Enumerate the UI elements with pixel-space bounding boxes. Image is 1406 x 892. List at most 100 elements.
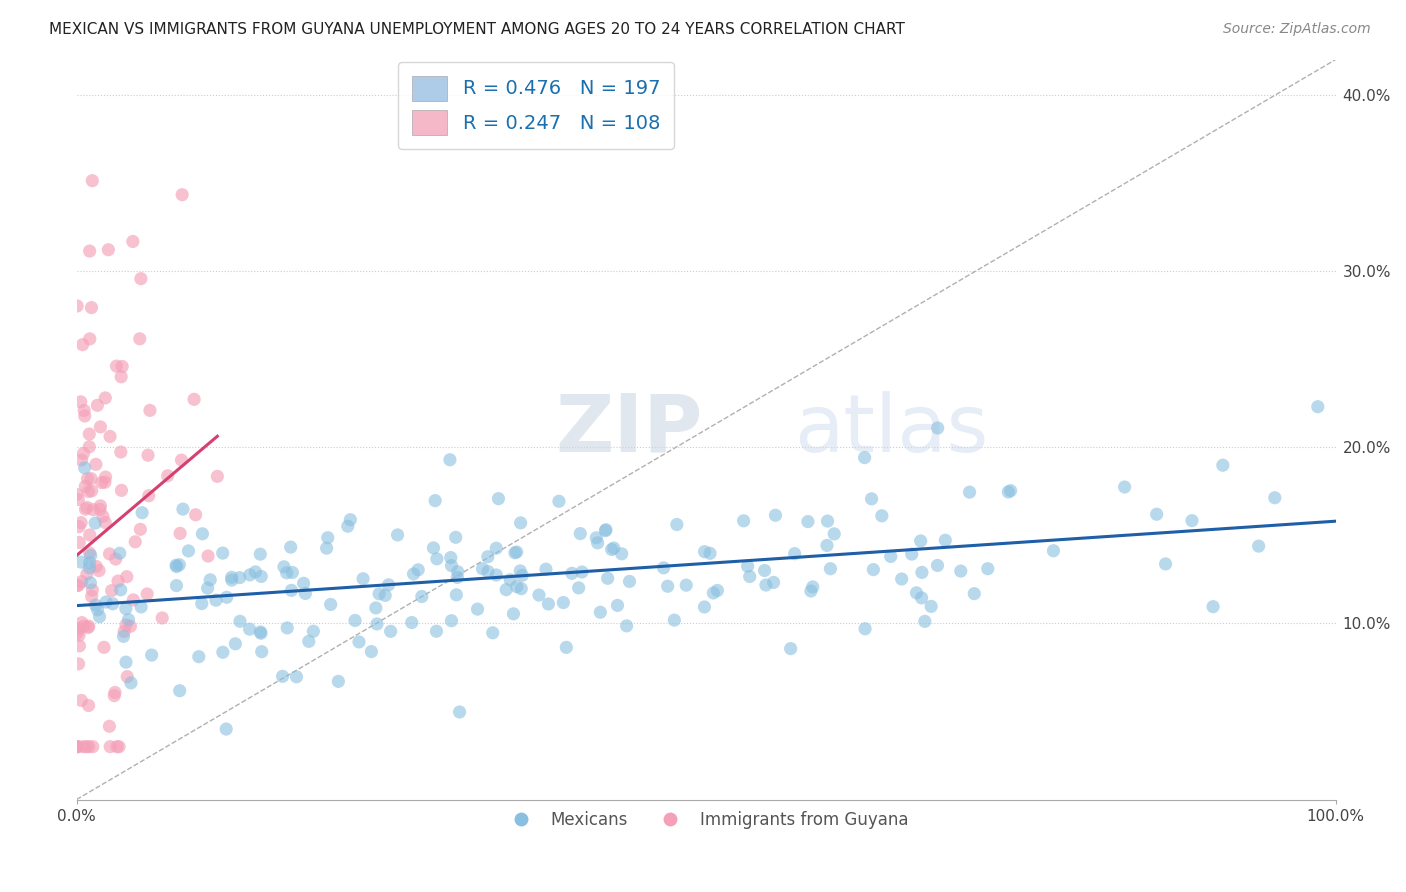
Point [66,299,89,313]
Point [84,516,107,530]
Point [1000,483,1022,498]
Point [136,587,159,601]
Point [72,446,94,460]
Point [411,590,433,604]
Point [70,615,93,630]
Point [67,519,90,533]
Point [1154,557,1177,571]
Point [75,502,97,516]
Point [77,427,100,442]
Point [169,526,191,541]
Point [191,597,214,611]
Point [271,669,294,683]
Point [586,536,609,550]
Point [485,568,508,582]
Point [477,549,499,564]
Point [815,538,838,552]
Point [488,491,510,506]
Point [117,613,139,627]
Point [103,689,125,703]
Point [423,493,446,508]
Point [94,516,117,530]
Point [115,570,138,584]
Point [505,545,527,559]
Point [285,670,308,684]
Point [70,574,93,589]
Point [120,619,142,633]
Point [115,601,138,615]
Point [250,645,273,659]
Point [228,571,250,585]
Point [949,564,972,578]
Point [589,605,612,619]
Point [101,597,124,611]
Point [693,599,716,614]
Point [905,586,928,600]
Point [84,559,107,574]
Point [67,621,90,635]
Point [187,649,209,664]
Point [765,508,787,523]
Point [79,440,101,454]
Point [499,573,522,587]
Point [665,517,688,532]
Point [110,445,132,459]
Point [606,599,628,613]
Point [111,359,134,374]
Point [502,607,524,621]
Point [129,522,152,536]
Point [440,614,463,628]
Point [880,549,903,564]
Point [98,429,121,443]
Point [422,541,444,555]
Point [817,514,839,528]
Point [823,527,845,541]
Point [406,563,429,577]
Point [115,655,138,669]
Point [352,572,374,586]
Point [136,448,159,462]
Point [294,586,316,600]
Point [94,595,117,609]
Point [93,640,115,655]
Point [215,722,238,736]
Point [900,547,922,561]
Point [76,500,98,515]
Point [920,599,942,614]
Point [73,403,96,417]
Point [79,556,101,570]
Point [211,546,233,560]
Point [693,544,716,558]
Point [67,628,90,642]
Point [1181,514,1204,528]
Point [797,515,820,529]
Point [347,635,370,649]
Point [129,271,152,285]
Point [862,563,884,577]
Point [77,739,100,754]
Point [610,547,633,561]
Point [699,546,721,560]
Point [86,398,108,412]
Point [280,540,302,554]
Point [72,739,94,754]
Point [249,547,271,561]
Point [471,562,494,576]
Point [339,513,361,527]
Point [934,533,956,548]
Point [534,562,557,576]
Point [927,421,949,435]
Point [80,483,103,498]
Point [112,629,135,643]
Point [1146,507,1168,521]
Point [319,598,342,612]
Point [344,614,367,628]
Point [67,492,90,507]
Point [91,509,114,524]
Point [221,573,243,587]
Point [65,578,87,592]
Point [139,403,162,417]
Point [94,475,117,490]
Point [1202,599,1225,614]
Point [82,582,104,597]
